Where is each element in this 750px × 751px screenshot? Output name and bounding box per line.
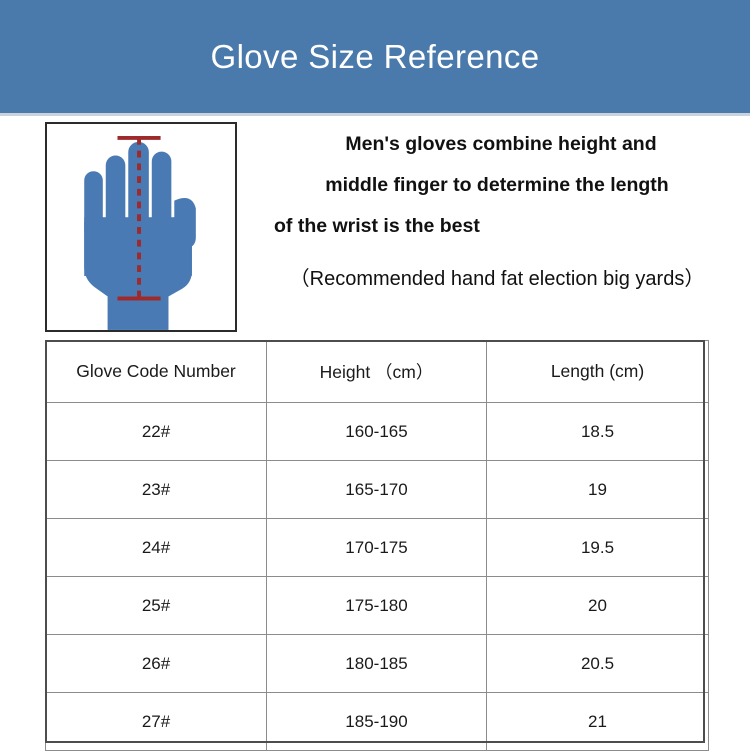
cell-length: 20.5 bbox=[486, 634, 709, 693]
cell-height: 175-180 bbox=[266, 576, 487, 635]
description-line-1: Men's gloves combine height and bbox=[345, 133, 657, 155]
description-line-2: middle finger to determine the length bbox=[325, 174, 669, 196]
cell-glove-code: 27# bbox=[45, 692, 267, 751]
cell-height: 185-190 bbox=[266, 692, 487, 751]
description-note: （Recommended hand fat election big yards… bbox=[289, 268, 705, 290]
table-row: 23# 165-170 19 bbox=[45, 460, 709, 519]
hand-measurement-icon bbox=[47, 124, 235, 330]
page-header: Glove Size Reference bbox=[0, 0, 750, 113]
column-header-length: Length (cm) bbox=[486, 340, 709, 403]
header-divider bbox=[0, 113, 750, 116]
column-header-height: Height （cm） bbox=[266, 340, 487, 403]
table-row: 22# 160-165 18.5 bbox=[45, 402, 709, 461]
column-header-glove-code: Glove Code Number bbox=[45, 340, 267, 403]
cell-glove-code: 25# bbox=[45, 576, 267, 635]
table-header-row: Glove Code Number Height （cm） Length (cm… bbox=[45, 340, 709, 403]
cell-length: 19 bbox=[486, 460, 709, 519]
cell-length: 18.5 bbox=[486, 402, 709, 461]
cell-height: 160-165 bbox=[266, 402, 487, 461]
table-row: 24# 170-175 19.5 bbox=[45, 518, 709, 577]
cell-length: 20 bbox=[486, 576, 709, 635]
hand-diagram-frame bbox=[45, 122, 237, 332]
cell-glove-code: 24# bbox=[45, 518, 267, 577]
description-text: Men's gloves combine height and middle f… bbox=[248, 124, 746, 329]
cell-height: 165-170 bbox=[266, 460, 487, 519]
table-row: 27# 185-190 21 bbox=[45, 692, 709, 751]
page-title: Glove Size Reference bbox=[210, 37, 540, 75]
cell-glove-code: 23# bbox=[45, 460, 267, 519]
cell-height: 170-175 bbox=[266, 518, 487, 577]
cell-height: 180-185 bbox=[266, 634, 487, 693]
info-area: Men's gloves combine height and middle f… bbox=[0, 116, 750, 338]
cell-length: 21 bbox=[486, 692, 709, 751]
cell-glove-code: 26# bbox=[45, 634, 267, 693]
table-row: 25# 175-180 20 bbox=[45, 576, 709, 635]
cell-length: 19.5 bbox=[486, 518, 709, 577]
cell-glove-code: 22# bbox=[45, 402, 267, 461]
description-line-3: of the wrist is the best bbox=[274, 215, 480, 237]
glove-size-table: Glove Code Number Height （cm） Length (cm… bbox=[45, 340, 709, 751]
table-row: 26# 180-185 20.5 bbox=[45, 634, 709, 693]
